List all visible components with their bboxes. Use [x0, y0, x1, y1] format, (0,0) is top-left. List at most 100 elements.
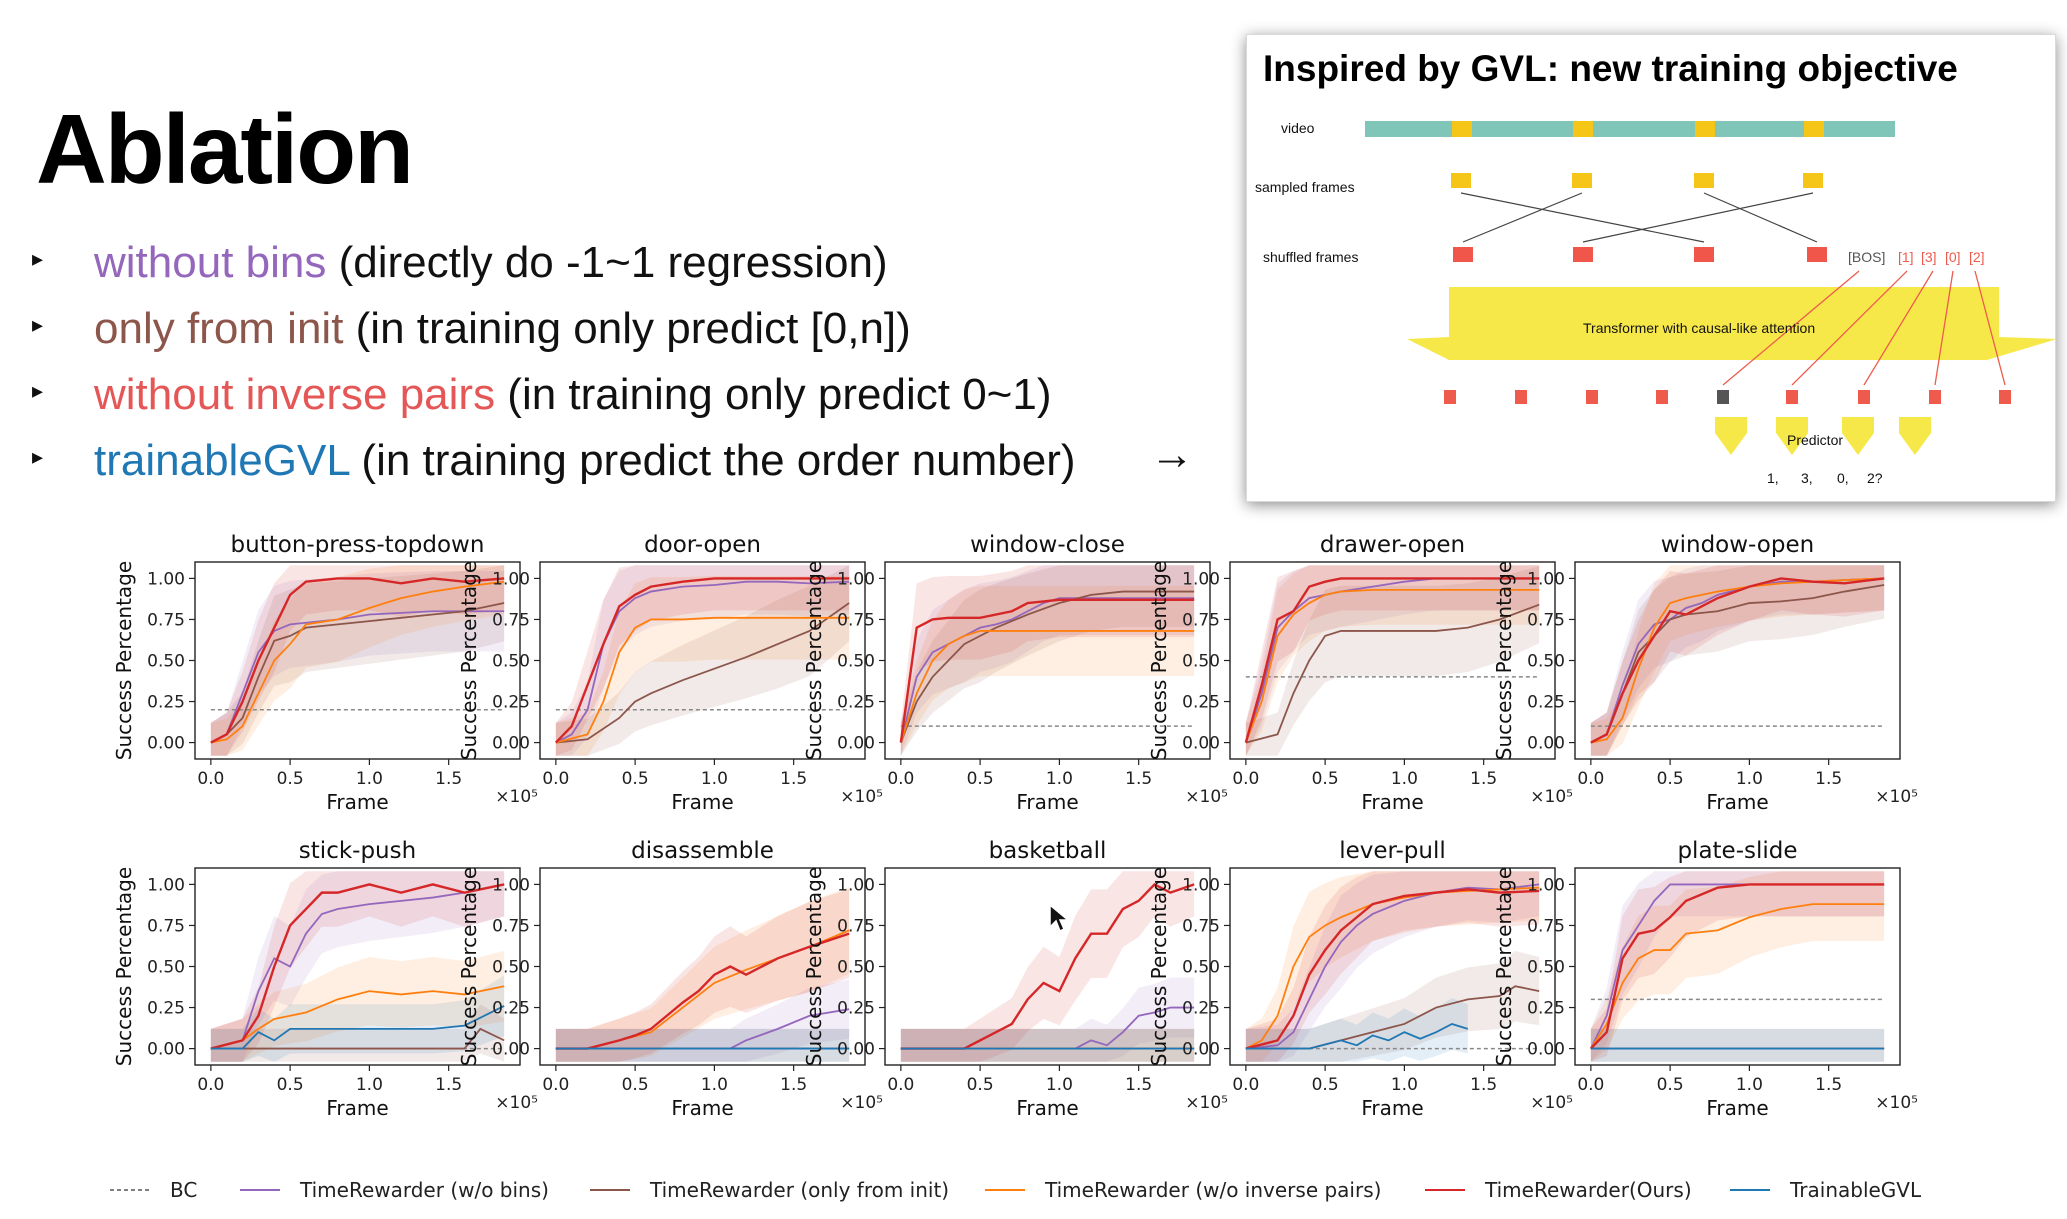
series-line	[555, 580, 850, 744]
y-tick-label: 1.00	[1527, 569, 1565, 589]
y-tick-label: 1.00	[1182, 569, 1220, 589]
y-tick-label: 0.50	[1527, 958, 1565, 978]
series-line	[210, 602, 505, 744]
bullet-highlight: without bins	[94, 238, 327, 287]
legend-label: TimeRewarder (w/o inverse pairs)	[1044, 1178, 1381, 1202]
series-band	[900, 565, 1195, 756]
series-band	[900, 977, 1195, 1062]
chart-title: window-close	[970, 532, 1125, 558]
shuffle-arrow	[1582, 192, 1814, 243]
y-tick-label: 0.00	[147, 734, 185, 754]
output-1: 1,	[1767, 470, 1779, 486]
y-axis-label: Success Percentage	[802, 561, 826, 760]
sampled-frame	[1694, 173, 1714, 188]
gvl-title: Inspired by GVL: new training objective	[1263, 48, 1958, 89]
chart-2: window-close 0.00 0.25 0.50 0.75 1.00 0.0 0.5 1.…	[802, 532, 1228, 814]
x-multiplier: ×10⁵	[1530, 787, 1573, 807]
series-band	[1245, 871, 1540, 1062]
series-line	[1245, 1022, 1469, 1050]
series-band	[900, 1028, 1195, 1062]
y-axis-label: Success Percentage	[112, 867, 136, 1066]
y-tick-label: 0.00	[492, 734, 530, 754]
chart-9: plate-slide 0.00 0.25 0.50 0.75 1.00 0.0 0.5 1.0…	[1492, 838, 1918, 1120]
y-tick-label: 1.00	[492, 875, 530, 895]
y-axis-label: Success Percentage	[802, 867, 826, 1066]
video-label: video	[1281, 120, 1315, 136]
x-tick-label: 0.5	[1657, 1075, 1684, 1095]
chart-4: window-open 0.00 0.25 0.50 0.75 1.00 0.0 0.5 1.0…	[1492, 532, 1918, 814]
chart-title: button-press-topdown	[231, 532, 485, 558]
x-multiplier: ×10⁵	[1185, 1093, 1228, 1113]
y-tick-label: 0.50	[1182, 652, 1220, 672]
x-multiplier: ×10⁵	[1185, 787, 1228, 807]
bullet-text: (directly do -1~1 regression)	[326, 238, 888, 287]
transformer-label: Transformer with causal-like attention	[1583, 320, 1815, 336]
series-line	[1245, 589, 1540, 743]
right-arrow-icon: →	[1150, 430, 1194, 479]
y-axis-label: Success Percentage	[1147, 867, 1171, 1066]
y-tick-label: 0.00	[837, 1040, 875, 1060]
series-line	[555, 616, 850, 744]
series-band	[210, 871, 505, 1062]
y-tick-label: 0.25	[1527, 693, 1565, 713]
x-axis-label: Frame	[671, 790, 733, 814]
series-line	[210, 883, 505, 1050]
y-tick-label: 0.50	[147, 652, 185, 672]
x-tick-label: 0.0	[1577, 1075, 1604, 1095]
x-tick-label: 0.5	[277, 769, 304, 789]
x-tick-label: 0.0	[1232, 769, 1259, 789]
y-tick-label: 0.00	[492, 1040, 530, 1060]
x-tick-label: 0.5	[622, 1075, 649, 1095]
token-output	[1717, 390, 1729, 404]
x-axis-label: Frame	[326, 1096, 388, 1120]
x-multiplier: ×10⁵	[495, 1093, 538, 1113]
chart-title: basketball	[989, 838, 1107, 864]
series-band	[1590, 871, 1885, 1062]
legend-label: TrainableGVL	[1789, 1178, 1922, 1202]
token-1: [1]	[1898, 249, 1914, 265]
chart-title: lever-pull	[1339, 838, 1446, 864]
y-axis-label: Success Percentage	[112, 561, 136, 760]
gvl-diagram: Inspired by GVL: new training objective …	[1255, 48, 2055, 486]
series-line	[210, 883, 505, 1050]
series-line	[1244, 577, 1540, 743]
series-band	[210, 975, 505, 1062]
slide-title: Ablation	[36, 94, 414, 204]
sampled-frame	[1803, 173, 1823, 188]
chart-title: door-open	[644, 532, 761, 558]
bullet-item: ▸ only from init (in training only predic…	[32, 296, 1076, 362]
x-tick-label: 0.0	[1577, 769, 1604, 789]
y-tick-label: 0.25	[492, 693, 530, 713]
series-band	[1245, 950, 1540, 1062]
mouse-cursor-icon	[1049, 903, 1070, 933]
series-line	[1245, 603, 1540, 744]
series-line	[1590, 903, 1885, 1050]
series-band	[1590, 1028, 1885, 1062]
y-tick-label: 0.25	[1182, 999, 1220, 1019]
sampled-frame	[1451, 173, 1471, 188]
x-tick-label: 1.5	[435, 769, 462, 789]
token-output	[1999, 390, 2011, 404]
y-tick-label: 0.75	[837, 916, 875, 936]
series-band	[1590, 1028, 1885, 1062]
series-line	[1245, 883, 1540, 1050]
series-band	[1245, 566, 1540, 756]
series-band	[900, 1028, 1195, 1062]
predictor-label: Predictor	[1787, 432, 1843, 448]
y-tick-label: 0.25	[837, 693, 875, 713]
y-tick-label: 1.00	[837, 875, 875, 895]
series-band	[555, 889, 850, 1062]
x-tick-label: 0.5	[1657, 769, 1684, 789]
bullet-item: ▸ trainableGVL (in training predict the o…	[32, 428, 1076, 494]
y-tick-label: 0.50	[1527, 652, 1565, 672]
x-axis-label: Frame	[671, 1096, 733, 1120]
shuffle-arrow	[1460, 192, 1705, 243]
series-band	[210, 871, 505, 1062]
legend-item: TimeRewarder (only from init)	[590, 1178, 949, 1202]
token-output	[1786, 390, 1798, 404]
chart-0: button-press-topdown0.000.250.500.751.00…	[112, 532, 538, 814]
series-line	[555, 602, 850, 744]
output-3: 0,	[1837, 470, 1849, 486]
y-tick-label: 0.75	[147, 916, 185, 936]
x-tick-label: 0.0	[887, 1075, 914, 1095]
